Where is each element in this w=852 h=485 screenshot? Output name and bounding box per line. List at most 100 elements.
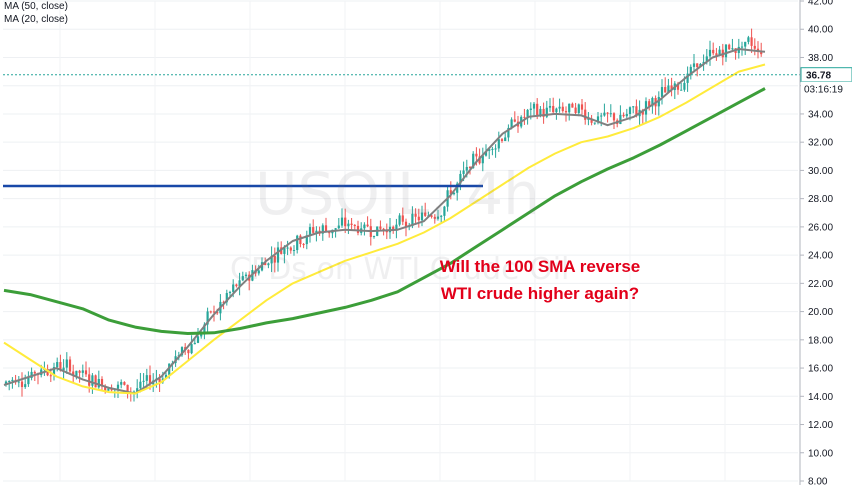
candle-body — [104, 386, 107, 391]
candle-body — [72, 371, 75, 376]
candle-body — [395, 224, 398, 231]
candle-body — [52, 367, 56, 376]
candle-body — [718, 49, 721, 56]
candle-body — [401, 215, 404, 222]
candle-body — [491, 148, 494, 150]
candle-body — [209, 311, 212, 313]
candle-body — [484, 150, 488, 156]
candle-body — [580, 104, 584, 110]
candle-body — [59, 362, 62, 371]
candle-body — [676, 83, 680, 90]
candle-body — [276, 247, 280, 263]
candle-body — [632, 106, 635, 108]
legend-ma50: MA (50, close) — [4, 1, 68, 12]
candle-body — [449, 190, 452, 195]
y-tick-label: 34.00 — [808, 109, 833, 120]
candle-body — [417, 216, 420, 221]
candle-body — [536, 103, 539, 116]
candle-body — [241, 276, 244, 281]
candle-body — [222, 301, 225, 303]
candle-body — [577, 104, 580, 114]
candle-body — [196, 336, 200, 343]
candle-body — [321, 225, 324, 234]
candle-body — [465, 166, 468, 171]
bar-countdown-label: 03:16:19 — [801, 81, 852, 96]
candle-body — [744, 41, 747, 47]
candle-body — [164, 374, 168, 379]
candle-body — [683, 82, 686, 90]
candle-body — [328, 231, 331, 234]
candle-body — [622, 114, 625, 117]
candle-body — [568, 103, 571, 113]
candle-body — [126, 384, 129, 393]
candle-body — [324, 225, 328, 232]
y-tick-label: 30.00 — [808, 166, 833, 177]
y-tick-label: 22.00 — [808, 279, 833, 290]
candle-body — [200, 332, 203, 337]
candle-body — [660, 87, 664, 97]
candle-body — [686, 73, 689, 83]
candle-body — [107, 388, 110, 391]
candle-body — [238, 280, 241, 287]
candle-body — [62, 367, 65, 371]
y-tick-label: 18.00 — [808, 335, 833, 346]
candle-body — [609, 113, 612, 115]
candle-body — [305, 235, 308, 245]
candle-body — [56, 362, 59, 368]
candle-body — [561, 106, 564, 112]
candle-body — [312, 227, 315, 233]
y-tick-label: 40.00 — [808, 25, 833, 36]
y-tick-label: 28.00 — [808, 194, 833, 205]
candle-body — [664, 87, 667, 93]
annotation-line1: Will the 100 SMA reverse — [439, 257, 641, 276]
candle-body — [424, 212, 427, 216]
candle-body — [289, 247, 292, 251]
candle-body — [315, 230, 318, 233]
candle-body — [475, 153, 478, 157]
moving-averages — [3, 48, 766, 395]
candle-body — [190, 344, 193, 354]
candle-body — [68, 359, 72, 372]
candle-body — [603, 112, 606, 116]
candle-body — [187, 349, 190, 354]
y-tick-label: 32.00 — [808, 138, 833, 149]
candle-body — [308, 227, 312, 236]
candle-body — [148, 375, 152, 385]
candle-body — [539, 108, 542, 116]
candle-body — [116, 384, 120, 389]
candle-body — [724, 44, 728, 58]
legend-ma20: MA (20, close) — [4, 14, 68, 25]
candle-body — [587, 118, 590, 120]
countdown-value: 03:16:19 — [804, 85, 843, 96]
candle-body — [302, 244, 305, 246]
candle-body — [628, 107, 632, 115]
candle-body — [180, 347, 184, 356]
candle-body — [273, 255, 276, 263]
candle-body — [136, 388, 139, 392]
candle-body — [94, 375, 97, 388]
candle-body — [612, 113, 616, 121]
candle-body — [145, 375, 148, 381]
last-price-value: 36.78 — [806, 71, 831, 82]
candle-body — [635, 106, 638, 117]
candle-body — [689, 66, 692, 74]
candle-body — [337, 225, 340, 229]
y-tick-label: 42.00 — [808, 0, 833, 8]
candle-body — [270, 255, 273, 264]
price-axis[interactable]: 8.00 10.00 12.00 14.00 16.00 18.00 20.00 22.00 2… — [799, 0, 852, 485]
candle-body — [334, 228, 337, 230]
sma100-line — [3, 87, 766, 335]
y-tick-label: 8.00 — [808, 477, 828, 485]
candle-body — [267, 263, 270, 266]
candle-body — [708, 49, 712, 57]
watermark-description: CFDs on WTI Crude Oil — [230, 252, 570, 287]
candle-body — [33, 371, 36, 374]
y-tick-label: 24.00 — [808, 251, 833, 262]
y-tick-label: 26.00 — [808, 222, 833, 233]
candle-body — [584, 109, 587, 120]
watermark-symbol: USOIL, 4h — [255, 160, 540, 228]
candle-body — [353, 224, 356, 226]
candle-body — [366, 224, 369, 227]
y-tick-label: 14.00 — [808, 392, 833, 403]
